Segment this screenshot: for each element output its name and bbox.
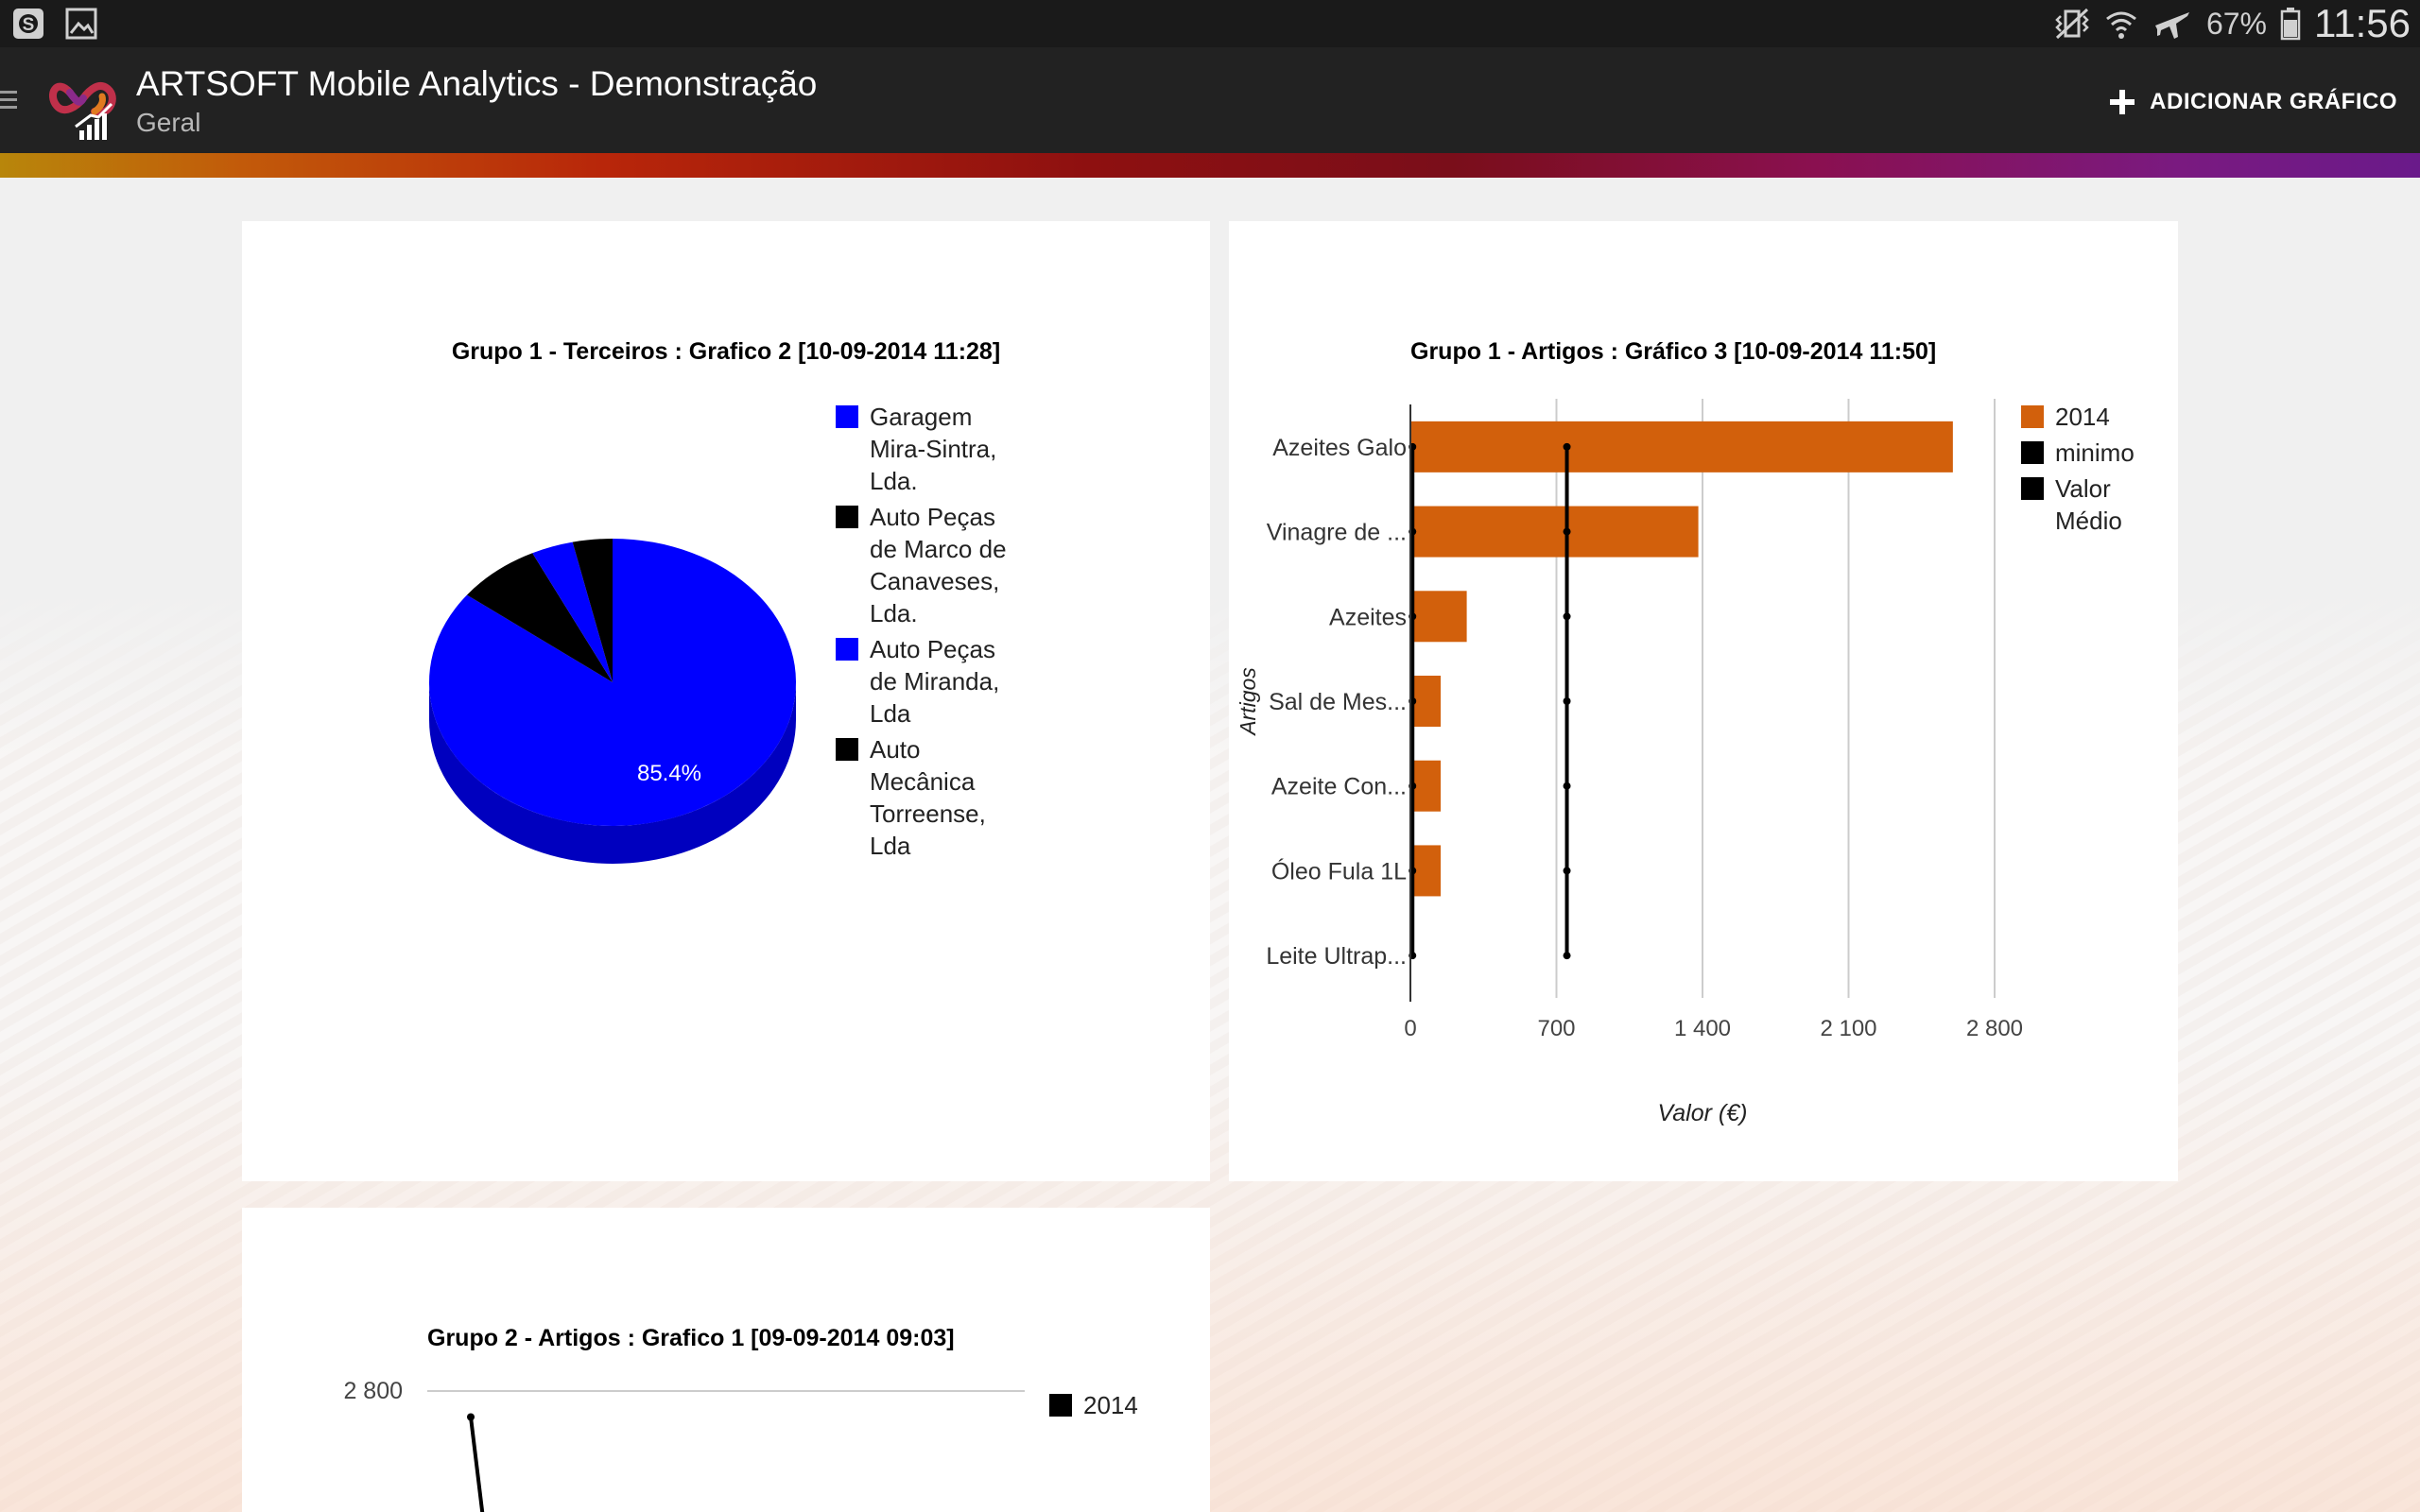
legend-item-label: 2014 (2055, 401, 2110, 433)
x-tick-label: 0 (1404, 1016, 1416, 1041)
legend-swatch (2021, 441, 2044, 464)
x-axis-title: Valor (€) (1658, 1100, 1748, 1126)
pie-slice-side (429, 682, 796, 864)
bar-chart-title: Grupo 1 - Artigos : Gráfico 3 [10-09-201… (1410, 338, 1937, 365)
legend-item-label: Auto Peças de Miranda, Lda (870, 633, 999, 730)
series-point (1563, 442, 1571, 451)
pie-data-label: 85.4% (637, 761, 701, 786)
drawer-menu-icon[interactable] (0, 89, 19, 112)
category-label: Azeites (1329, 604, 1407, 630)
legend-swatch (836, 506, 858, 528)
legend-line: Auto (870, 735, 921, 764)
legend-line: Médio (2055, 507, 2122, 535)
legend-line: Valor (2055, 474, 2111, 503)
legend-swatch (2021, 405, 2044, 428)
legend-line: 2014 (2055, 403, 2110, 431)
series-point (1563, 697, 1571, 705)
legend-line: 2014 (1083, 1391, 1138, 1419)
legend-line: Mecânica (870, 767, 976, 796)
category-label: Azeites Galo (1272, 435, 1407, 461)
legend-line: Garagem (870, 403, 973, 431)
gallery-icon (65, 8, 97, 40)
category-label: Leite Ultrap... (1266, 943, 1407, 970)
vibrate-icon (2055, 8, 2089, 40)
category-label: Óleo Fula 1L (1271, 857, 1407, 885)
legend-item-label: minimo (2055, 437, 2135, 469)
y-axis-title: Artigos (1236, 667, 1260, 737)
bar-chart[interactable]: 0 700 1 400 2 100 2 800 Azeites Galo Vinagre d… (1229, 221, 2178, 1181)
legend-item-label: Auto Peças de Marco de Canaveses, Lda. (870, 501, 1007, 629)
legend-swatch (836, 638, 858, 661)
pie-slice (466, 553, 613, 682)
legend-item-label: Valor Médio (2055, 472, 2122, 537)
app-title: ARTSOFT Mobile Analytics - Demonstração (136, 64, 818, 103)
legend-line: de Miranda, (870, 667, 1000, 696)
add-chart-button[interactable]: ADICIONAR GRÁFICO (2108, 81, 2397, 123)
category-label: Azeite Con... (1271, 774, 1407, 800)
skype-icon: S (13, 9, 43, 39)
line-chart-title: Grupo 2 - Artigos : Grafico 1 [09-09-201… (427, 1325, 955, 1351)
series-point (1563, 612, 1571, 621)
battery-icon (2280, 8, 2301, 41)
series-line (469, 1417, 485, 1512)
wifi-icon (2106, 11, 2136, 39)
legend-line: Lda. (870, 599, 918, 627)
airplane-icon (2154, 12, 2189, 39)
pie-slice (572, 539, 613, 682)
chart-card-pie[interactable]: Grupo 1 - Terceiros : Grafico 2 [10-09-2… (242, 221, 1210, 1181)
legend-item-label: 2014 (1083, 1389, 1138, 1421)
x-tick-label: 700 (1537, 1016, 1575, 1041)
app-subtitle: Geral (136, 108, 201, 137)
line-chart[interactable]: 2 800 (242, 1208, 1210, 1512)
legend-line: Lda (870, 832, 911, 860)
bar (1410, 421, 1953, 472)
chart-card-bar[interactable]: Grupo 1 - Artigos : Gráfico 3 [10-09-201… (1229, 221, 2178, 1181)
x-tick-label: 2 100 (1820, 1016, 1876, 1041)
legend-line: Lda. (870, 467, 918, 495)
x-tick-label: 2 800 (1966, 1016, 2023, 1041)
legend-line: Mira-Sintra, (870, 435, 997, 463)
series-point (467, 1413, 475, 1421)
app-logo[interactable] (42, 64, 123, 146)
series-point (1563, 952, 1571, 960)
bar (1410, 506, 1699, 558)
legend-line: minimo (2055, 438, 2135, 467)
legend-line: de Marco de (870, 535, 1007, 563)
series-point (1563, 782, 1571, 790)
svg-text:S: S (23, 15, 35, 35)
series-point (1563, 867, 1571, 875)
pie-chart-title: Grupo 1 - Terceiros : Grafico 2 [10-09-2… (451, 338, 1001, 365)
legend-item-label: Auto Mecânica Torreense, Lda (870, 733, 986, 862)
bar (1410, 591, 1467, 643)
category-label: Vinagre de ... (1267, 520, 1407, 546)
plus-icon (2110, 90, 2135, 114)
action-bar: ARTSOFT Mobile Analytics - Demonstração … (0, 47, 2420, 153)
brand-gradient-bar (0, 153, 2420, 178)
legend-swatch (836, 738, 858, 761)
pie-chart[interactable]: 85.4% (242, 221, 1210, 1181)
legend-line: Auto Peças (870, 635, 995, 663)
series-point (1563, 527, 1571, 536)
add-chart-label: ADICIONAR GRÁFICO (2150, 89, 2397, 114)
legend-line: Canaveses, (870, 567, 1000, 595)
legend-line: Lda (870, 699, 911, 728)
legend-swatch (836, 405, 858, 428)
legend-line: Auto Peças (870, 503, 995, 531)
legend-swatch (1049, 1394, 1072, 1417)
category-label: Sal de Mes... (1269, 689, 1407, 715)
status-clock: 11:56 (2314, 1, 2411, 45)
legend-swatch (2021, 477, 2044, 500)
legend-item-label: Garagem Mira-Sintra, Lda. (870, 401, 996, 497)
battery-percent: 67% (2205, 6, 2267, 41)
pie-slice (532, 541, 613, 682)
x-tick-label: 1 400 (1674, 1016, 1731, 1041)
chart-card-line[interactable]: Grupo 2 - Artigos : Grafico 1 [09-09-201… (242, 1208, 1210, 1512)
y-tick-label: 2 800 (343, 1378, 403, 1404)
status-bar: S 67% 11:56 (0, 0, 2420, 47)
legend-line: Torreense, (870, 799, 986, 828)
